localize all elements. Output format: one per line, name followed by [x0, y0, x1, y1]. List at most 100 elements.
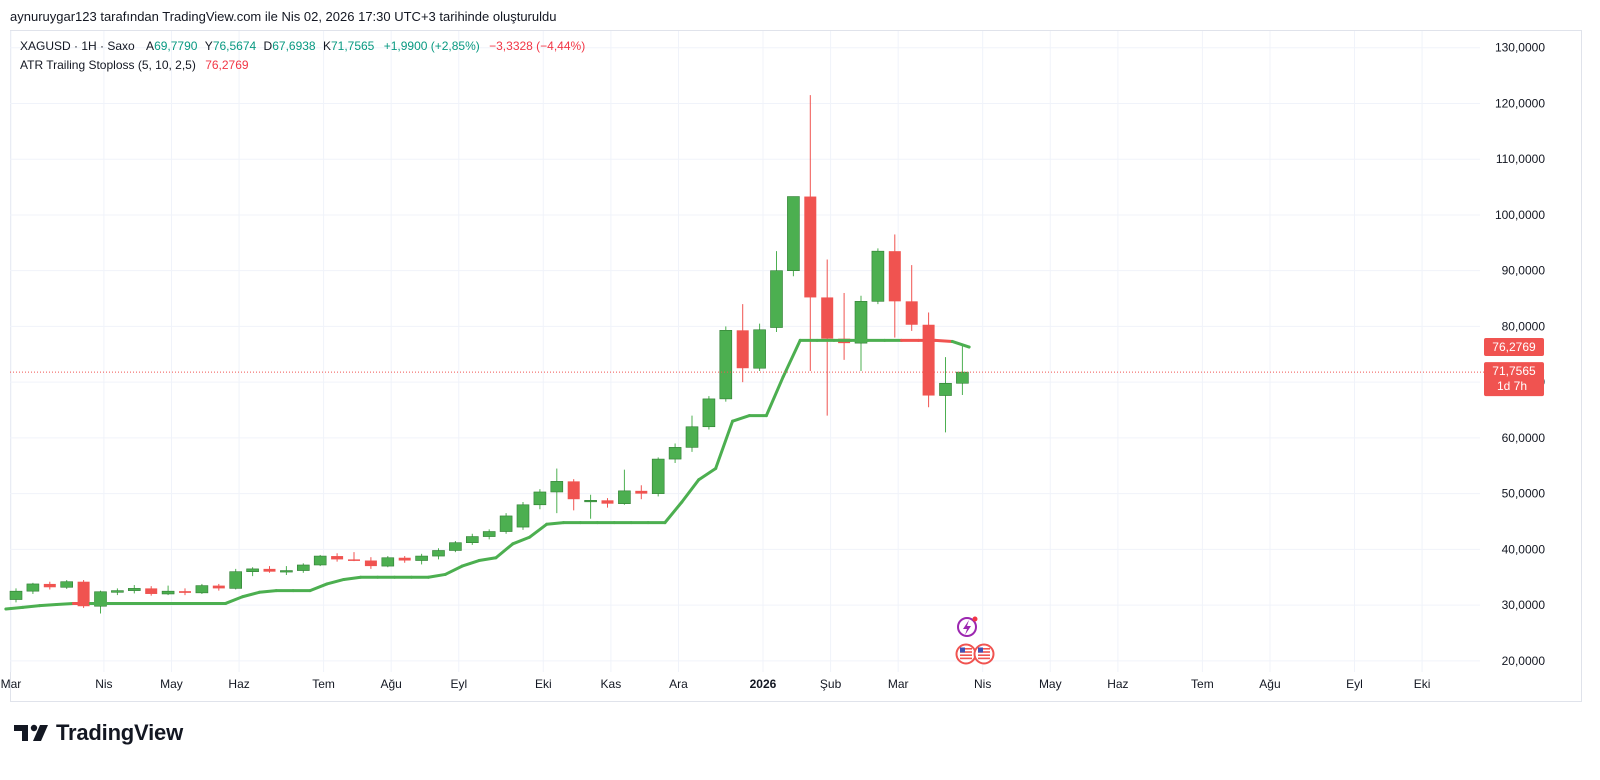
legend-symbol[interactable]: XAGUSD · 1H · Saxo [20, 39, 135, 53]
flag-stripe [978, 651, 990, 653]
candle[interactable] [296, 563, 310, 573]
candle[interactable] [60, 580, 74, 589]
y-tick-label: 40,0000 [1502, 542, 1546, 556]
candle[interactable] [770, 251, 783, 332]
candle[interactable] [922, 312, 935, 408]
candle[interactable] [601, 498, 614, 508]
candle[interactable] [635, 485, 648, 500]
candle[interactable] [195, 583, 209, 594]
candle[interactable] [804, 95, 817, 372]
candle[interactable] [516, 501, 530, 530]
grid-lines [10, 31, 1480, 672]
candle[interactable] [533, 489, 547, 510]
candle[interactable] [482, 529, 496, 540]
x-tick-label: May [160, 677, 183, 691]
candle[interactable] [415, 553, 428, 565]
x-tick-label: Mar [1, 677, 22, 691]
candle[interactable] [128, 585, 141, 594]
candle[interactable] [939, 357, 952, 433]
flag-stripe [960, 651, 972, 653]
candle-body [313, 555, 327, 566]
candle-body [9, 590, 23, 600]
candle[interactable] [702, 396, 716, 430]
legend-open: 69,7790 [154, 39, 198, 53]
candle[interactable] [685, 415, 699, 452]
candle[interactable] [398, 556, 411, 563]
candle[interactable] [668, 443, 682, 463]
candle-body [331, 556, 344, 560]
candle[interactable] [313, 554, 327, 567]
candle[interactable] [179, 588, 191, 596]
candle-body [601, 500, 614, 504]
candle-body [280, 570, 293, 573]
indicator-name[interactable]: ATR Trailing Stoploss (5, 10, 2,5) [20, 58, 196, 72]
x-tick-label: Ağu [1259, 677, 1280, 691]
candle[interactable] [212, 583, 225, 591]
y-tick-label: 60,0000 [1502, 431, 1546, 445]
atr-stop-segment [697, 467, 718, 482]
flag-canton [960, 647, 965, 653]
candle[interactable] [26, 582, 40, 594]
candle[interactable] [111, 588, 124, 596]
candle[interactable] [331, 553, 344, 562]
candle[interactable] [854, 295, 868, 372]
candle[interactable] [432, 548, 445, 560]
candle[interactable] [753, 323, 766, 372]
y-tick-label: 90,0000 [1502, 264, 1546, 278]
x-tick-label: Şub [820, 677, 842, 691]
candle[interactable] [9, 588, 23, 603]
candle[interactable] [584, 494, 597, 519]
candle[interactable] [871, 248, 885, 305]
candle[interactable] [821, 259, 834, 416]
legend-ohlc: XAGUSD · 1H · Saxo A69,7790 Y76,5674 D67… [20, 39, 585, 53]
candle[interactable] [364, 557, 377, 569]
candle[interactable] [719, 326, 733, 402]
candle[interactable] [348, 552, 360, 562]
candle-body [111, 590, 124, 593]
candle[interactable] [43, 581, 56, 590]
tradingview-logo-icon [14, 724, 48, 741]
candle[interactable] [550, 468, 564, 514]
stop-price-tag: 76,2769 [1484, 338, 1544, 357]
candle[interactable] [651, 457, 665, 497]
candle[interactable] [465, 533, 479, 545]
candle-body [43, 583, 56, 588]
legend-indicator: ATR Trailing Stoploss (5, 10, 2,5) 76,27… [20, 58, 249, 72]
candle[interactable] [280, 566, 293, 576]
candle[interactable] [956, 345, 969, 395]
candle[interactable] [246, 567, 259, 577]
candle-body [888, 251, 901, 302]
candle[interactable] [145, 586, 158, 596]
lightning-event-icon[interactable] [957, 616, 978, 637]
candle[interactable] [567, 479, 580, 511]
legend-close: 71,7565 [330, 39, 375, 53]
atr-stop-segment [545, 521, 566, 526]
candle-body [753, 329, 766, 369]
candle[interactable] [161, 585, 175, 596]
candle[interactable] [736, 304, 749, 383]
candle-body [618, 490, 631, 504]
candle[interactable] [449, 541, 462, 553]
tradingview-brand[interactable]: TradingView [14, 718, 183, 748]
stop-price-tag-bg [1484, 338, 1544, 357]
atr-stop-segment [325, 577, 346, 586]
us-flag-icon[interactable] [955, 643, 977, 665]
candle[interactable] [229, 568, 242, 590]
candle[interactable] [888, 234, 901, 338]
candle[interactable] [499, 513, 513, 534]
candle-body [77, 581, 90, 607]
candle-body [821, 297, 834, 339]
candle[interactable] [381, 556, 395, 568]
last-price-tag-bg [1484, 362, 1544, 397]
candle[interactable] [787, 196, 800, 277]
atr-stop-segment [4, 605, 25, 611]
candle[interactable] [905, 265, 918, 331]
candle[interactable] [263, 566, 276, 573]
atr-stop-segment [714, 419, 735, 471]
candle-body [939, 382, 952, 396]
legend-change-secondary: −3,3328 (−4,44%) [489, 39, 586, 53]
candle-body [465, 536, 479, 543]
candle[interactable] [618, 469, 631, 505]
us-flag-icon[interactable] [973, 643, 995, 665]
